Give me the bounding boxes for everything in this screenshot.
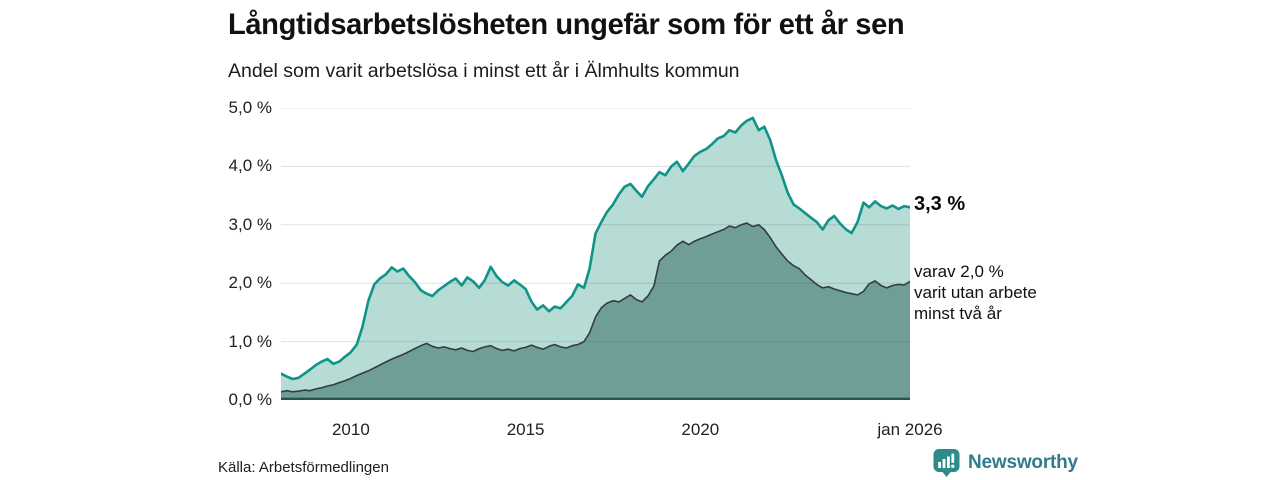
source-caption: Källa: Arbetsförmedlingen: [218, 459, 389, 476]
chart-title: Långtidsarbetslösheten ungefär som för e…: [228, 8, 905, 41]
endpoint-label-two-year-line3: minst två år: [914, 304, 1002, 323]
newsworthy-logo: Newsworthy: [933, 448, 1078, 477]
y-tick-label: 0,0 %: [228, 390, 272, 409]
x-tick-label: 2010: [331, 420, 370, 439]
x-tick-label: 2015: [506, 420, 545, 439]
series-two-year-area: [281, 223, 910, 400]
x-tick-label: 2020: [681, 420, 720, 439]
plot-area: [281, 108, 910, 400]
newsworthy-wordmark: Newsworthy: [968, 451, 1078, 473]
endpoint-label-total: 3,3 %: [914, 193, 966, 215]
endpoint-label-two-year-line1: varav 2,0 %: [914, 262, 1004, 281]
x-tick-label: jan 2026: [877, 420, 943, 439]
endpoint-label-two-year-line2: varit utan arbete: [914, 283, 1037, 302]
series-two-year-line: [281, 222, 910, 393]
y-tick-label: 2,0 %: [228, 273, 272, 293]
endpoint-label-two-year: varav 2,0 % varit utan arbete minst två …: [914, 261, 1037, 324]
newsworthy-bar-chart-icon: [933, 449, 960, 477]
series-total-line: [281, 116, 910, 381]
chart-subtitle: Andel som varit arbetslösa i minst ett å…: [228, 60, 740, 82]
y-tick-label: 3,0 %: [228, 214, 272, 234]
y-tick-label: 5,0 %: [228, 98, 272, 117]
y-tick-label: 4,0 %: [228, 156, 272, 176]
y-tick-label: 1,0 %: [228, 331, 272, 351]
area-chart: [281, 108, 910, 400]
